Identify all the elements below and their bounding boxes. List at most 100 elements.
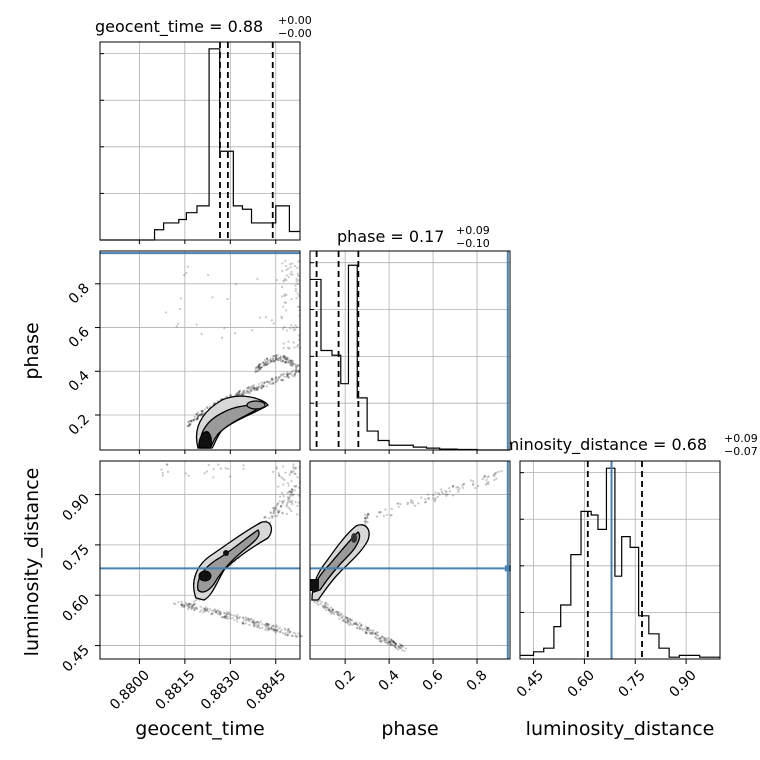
panel-geocent-time-vs-phase-bg xyxy=(100,251,300,450)
panel-geocent-time-vs-phase-sample-231 xyxy=(188,423,192,426)
panel-geocent-time-vs-phase-sample-216 xyxy=(205,407,209,410)
panel-geocent-time-vs-luminosity-distance-sample-51 xyxy=(253,620,256,623)
panel-phase-vs-luminosity-distance-sample-429 xyxy=(417,502,420,505)
panel-geocent-time-vs-luminosity-distance-sample-77 xyxy=(205,609,208,612)
panel-geocent-time-vs-phase-sample-122 xyxy=(246,390,250,394)
panel-geocent-time-vs-phase-sample-349 xyxy=(273,359,276,362)
panel-geocent-time-vs-phase-sample-485 xyxy=(264,316,268,319)
panel-phase-vs-luminosity-distance-sample-21 xyxy=(399,644,402,647)
panel-geocent-time-vs-luminosity-distance-sample-107 xyxy=(195,606,198,609)
panel-geocent-time-vs-luminosity-distance-sample-410 xyxy=(296,476,299,479)
panel-geocent-time-vs-luminosity-distance-sample-98 xyxy=(277,628,280,631)
panel-geocent-time-vs-luminosity-distance-sample-192 xyxy=(223,611,226,614)
panel-phase-vs-luminosity-distance-sample-214 xyxy=(334,610,338,614)
panel-geocent-time-vs-luminosity-distance-sample-26 xyxy=(193,602,196,605)
panel-geocent-time-vs-luminosity-distance-sample-82 xyxy=(204,607,207,611)
panel-geocent-time-vs-phase-sample-207 xyxy=(188,419,191,423)
panel-geocent-time-vs-phase-sample-295 xyxy=(283,355,286,358)
panel-geocent-time-vs-phase-sample-246 xyxy=(295,368,298,372)
axis-phase-y-ytick-label-1: 0.4 xyxy=(66,368,93,395)
panel-geocent-time-vs-phase-sample-365 xyxy=(284,358,287,361)
panel-geocent-time-vs-luminosity-distance-sample-78 xyxy=(249,618,252,621)
panel-phase-vs-luminosity-distance-sample-40 xyxy=(390,639,393,642)
panel-geocent-time-vs-luminosity-distance-sample-31 xyxy=(266,629,269,632)
panel-phase-vs-luminosity-distance-sample-73 xyxy=(365,632,368,635)
panel-phase-vs-luminosity-distance-sample-84 xyxy=(323,604,326,607)
panel-phase-vs-luminosity-distance-sample-260 xyxy=(366,513,370,516)
panel-geocent-time-vs-luminosity-distance-sample-472 xyxy=(212,476,215,479)
panel-geocent-time-vs-luminosity-distance-sample-167 xyxy=(278,626,281,629)
panel-phase-vs-luminosity-distance-sample-146 xyxy=(370,632,373,635)
panel-geocent-time-vs-luminosity-distance-sample-407 xyxy=(277,485,280,488)
panel-geocent-time-vs-phase-sample-449 xyxy=(291,273,294,276)
panel-geocent-time-vs-luminosity-distance-sample-396 xyxy=(193,603,196,606)
panel-geocent-time-vs-phase-sample-336 xyxy=(259,366,263,369)
panel-geocent-time-vs-phase-sample-475 xyxy=(275,278,278,282)
hist-geocent-time-bg xyxy=(100,42,300,240)
panel-phase-vs-luminosity-distance-sample-388 xyxy=(476,484,480,488)
panel-geocent-time-vs-phase-sample-11 xyxy=(292,369,295,372)
panel-phase-vs-luminosity-distance-sample-465 xyxy=(493,474,496,477)
panel-phase-vs-luminosity-distance-sample-103 xyxy=(333,613,336,616)
panel-geocent-time-vs-luminosity-distance-sample-6 xyxy=(252,623,255,627)
panel-phase-vs-luminosity-distance-sample-46 xyxy=(369,632,372,635)
panel-geocent-time-vs-phase-sample-288 xyxy=(271,355,274,358)
panel-geocent-time-vs-phase-sample-457 xyxy=(280,285,284,289)
axis-phase-y-ytick-label-3: 0.8 xyxy=(66,280,93,307)
panel-geocent-time-vs-phase-sample-179 xyxy=(200,413,203,416)
panel-phase-vs-luminosity-distance-sample-463 xyxy=(433,498,436,501)
panel-geocent-time-vs-phase-sample-0 xyxy=(241,391,244,394)
panel-geocent-time-vs-luminosity-distance-sample-260 xyxy=(271,516,274,520)
panel-phase-vs-luminosity-distance-sample-18 xyxy=(329,611,332,614)
panel-phase-vs-luminosity-distance-sample-432 xyxy=(426,493,430,496)
panel-geocent-time-vs-luminosity-distance-sample-174 xyxy=(209,608,212,611)
panel-geocent-time-vs-luminosity-distance-sample-462 xyxy=(184,472,188,475)
panel-phase-vs-luminosity-distance-sample-169 xyxy=(317,600,320,603)
panel-phase-vs-luminosity-distance-sample-211 xyxy=(371,633,374,636)
panel-geocent-time-vs-phase-sample-54 xyxy=(260,381,264,384)
panel-geocent-time-vs-phase-sample-323 xyxy=(261,365,264,369)
panel-geocent-time-vs-luminosity-distance-sample-24 xyxy=(266,627,269,630)
panel-phase-vs-luminosity-distance-sample-42 xyxy=(383,638,386,641)
panel-phase-vs-luminosity-distance-sample-130 xyxy=(322,605,325,608)
panel-geocent-time-vs-phase-sample-414 xyxy=(289,263,292,266)
panel-geocent-time-vs-luminosity-distance-sample-97 xyxy=(215,611,218,614)
panel-geocent-time-vs-phase-sample-252 xyxy=(293,375,296,378)
panel-geocent-time-vs-luminosity-distance-sample-435 xyxy=(290,471,294,474)
panel-geocent-time-vs-luminosity-distance-sample-395 xyxy=(270,515,273,518)
panel-geocent-time-vs-phase-sample-86 xyxy=(242,389,245,393)
panel-geocent-time-vs-phase-sample-417 xyxy=(294,289,297,293)
panel-geocent-time-vs-phase-sample-340 xyxy=(292,363,295,366)
panel-geocent-time-vs-luminosity-distance-sample-204 xyxy=(266,623,270,626)
panel-geocent-time-vs-luminosity-distance-sample-242 xyxy=(290,490,293,493)
panel-geocent-time-vs-phase-sample-297 xyxy=(289,363,293,366)
panel-geocent-time-vs-phase-sample-145 xyxy=(196,417,199,420)
panel-phase-vs-luminosity-distance-sample-143 xyxy=(346,622,350,625)
panel-phase-vs-luminosity-distance-sample-127 xyxy=(350,619,354,622)
panel-phase-vs-luminosity-distance-sample-102 xyxy=(349,623,353,626)
panel-phase-vs-luminosity-distance-sample-407 xyxy=(461,484,464,487)
panel-geocent-time-vs-phase-sample-189 xyxy=(238,392,241,396)
axis-luminosity-distance-xtick-label-3: 0.90 xyxy=(666,667,699,700)
panel-geocent-time-vs-phase-sample-245 xyxy=(252,385,255,388)
panel-geocent-time-vs-phase-sample-377 xyxy=(256,365,259,368)
panel-phase-vs-luminosity-distance-sample-12 xyxy=(341,619,344,622)
panel-geocent-time-vs-luminosity-distance-sample-148 xyxy=(274,629,277,632)
panel-geocent-time-vs-luminosity-distance-sample-133 xyxy=(264,623,267,626)
panel-geocent-time-vs-phase-sample-70 xyxy=(237,391,240,395)
panel-geocent-time-vs-phase-sample-339 xyxy=(284,361,288,364)
panel-geocent-time-vs-phase-sample-453 xyxy=(282,342,285,345)
panel-geocent-time-vs-phase-sample-224 xyxy=(213,401,216,404)
panel-geocent-time-vs-phase-sample-80 xyxy=(245,390,249,393)
panel-geocent-time-vs-luminosity-distance-sample-86 xyxy=(244,616,247,619)
panel-geocent-time-vs-phase-sample-267 xyxy=(264,363,267,366)
title-phase-minus: −0.10 xyxy=(456,237,490,250)
panel-geocent-time-vs-luminosity-distance-sample-177 xyxy=(224,615,228,618)
panel-geocent-time-vs-luminosity-distance-sample-30 xyxy=(210,613,213,616)
title-luminosity-distance: luminosity_distance = 0.68 xyxy=(489,435,707,455)
panel-geocent-time-vs-phase-sample-121 xyxy=(282,379,285,382)
panel-geocent-time-vs-luminosity-distance-sample-179 xyxy=(219,611,222,614)
panel-geocent-time-vs-luminosity-distance-sample-178 xyxy=(180,603,183,606)
panel-phase-vs-luminosity-distance-sample-384 xyxy=(441,492,444,495)
x-axis-label-luminosity-distance: luminosity_distance xyxy=(526,718,715,740)
